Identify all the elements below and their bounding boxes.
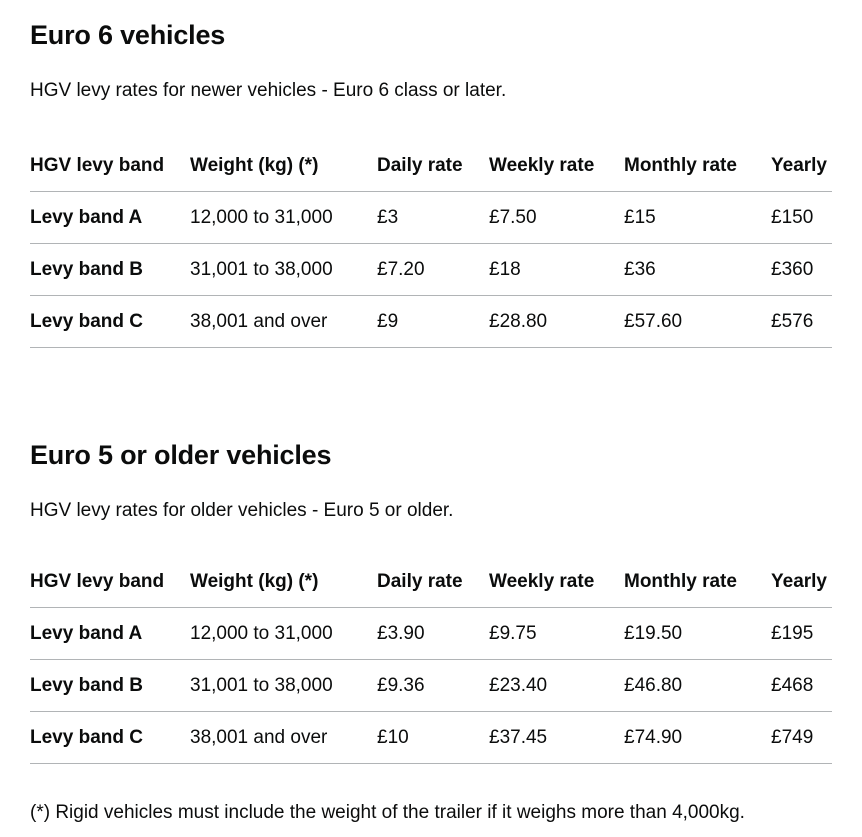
weekly-rate-cell: £18 [489,243,624,296]
column-header-monthly-rate: Monthly rate [624,140,771,192]
levy-band-cell: Levy band A [30,607,190,660]
column-header-levy-band: HGV levy band [30,140,190,192]
daily-rate-cell: £9.36 [377,659,489,712]
daily-rate-cell: £3.90 [377,607,489,660]
weekly-rate-cell: £23.40 [489,659,624,712]
daily-rate-cell: £7.20 [377,243,489,296]
weekly-rate-cell: £28.80 [489,295,624,348]
yearly-rate-cell: £360 [771,243,832,296]
levy-band-cell: Levy band A [30,191,190,244]
yearly-rate-cell: £150 [771,191,832,244]
column-header-yearly: Yearly [771,140,832,192]
levy-rates-table-euro-6: HGV levy band Weight (kg) (*) Daily rate… [30,140,832,348]
section-heading-euro-5: Euro 5 or older vehicles [30,440,332,470]
column-header-daily-rate: Daily rate [377,556,489,608]
monthly-rate-cell: £46.80 [624,659,771,712]
levy-band-cell: Levy band B [30,659,190,712]
weight-cell: 38,001 and over [190,711,377,764]
weight-cell: 12,000 to 31,000 [190,191,377,244]
weight-cell: 31,001 to 38,000 [190,659,377,712]
yearly-rate-cell: £195 [771,607,832,660]
levy-band-cell: Levy band C [30,711,190,764]
yearly-rate-cell: £468 [771,659,832,712]
yearly-rate-cell: £749 [771,711,832,764]
weekly-rate-cell: £9.75 [489,607,624,660]
weight-cell: 12,000 to 31,000 [190,607,377,660]
column-header-monthly-rate: Monthly rate [624,556,771,608]
column-header-weight: Weight (kg) (*) [190,556,377,608]
column-header-yearly: Yearly [771,556,832,608]
column-header-weekly-rate: Weekly rate [489,556,624,608]
table-header-row: HGV levy band Weight (kg) (*) Daily rate… [30,556,832,608]
levy-band-cell: Levy band C [30,295,190,348]
daily-rate-cell: £10 [377,711,489,764]
levy-rates-table-euro-5: HGV levy band Weight (kg) (*) Daily rate… [30,556,832,764]
table-row: Levy band B 31,001 to 38,000 £7.20 £18 £… [30,243,832,296]
table-row: Levy band C 38,001 and over £10 £37.45 £… [30,711,832,764]
monthly-rate-cell: £36 [624,243,771,296]
column-header-weekly-rate: Weekly rate [489,140,624,192]
yearly-rate-cell: £576 [771,295,832,348]
weekly-rate-cell: £37.45 [489,711,624,764]
table-row: Levy band A 12,000 to 31,000 £3 £7.50 £1… [30,191,832,244]
monthly-rate-cell: £74.90 [624,711,771,764]
column-header-weight: Weight (kg) (*) [190,140,377,192]
section-description-euro-6: HGV levy rates for newer vehicles - Euro… [30,80,507,101]
column-header-daily-rate: Daily rate [377,140,489,192]
weight-cell: 31,001 to 38,000 [190,243,377,296]
table-row: Levy band B 31,001 to 38,000 £9.36 £23.4… [30,659,832,712]
table-row: Levy band A 12,000 to 31,000 £3.90 £9.75… [30,607,832,660]
section-description-euro-5: HGV levy rates for older vehicles - Euro… [30,500,454,521]
monthly-rate-cell: £15 [624,191,771,244]
weight-cell: 38,001 and over [190,295,377,348]
table-row: Levy band C 38,001 and over £9 £28.80 £5… [30,295,832,348]
rigid-vehicles-footnote: (*) Rigid vehicles must include the weig… [30,802,745,823]
monthly-rate-cell: £19.50 [624,607,771,660]
daily-rate-cell: £3 [377,191,489,244]
monthly-rate-cell: £57.60 [624,295,771,348]
table-header-row: HGV levy band Weight (kg) (*) Daily rate… [30,140,832,192]
levy-band-cell: Levy band B [30,243,190,296]
section-heading-euro-6: Euro 6 vehicles [30,20,226,50]
daily-rate-cell: £9 [377,295,489,348]
weekly-rate-cell: £7.50 [489,191,624,244]
column-header-levy-band: HGV levy band [30,556,190,608]
